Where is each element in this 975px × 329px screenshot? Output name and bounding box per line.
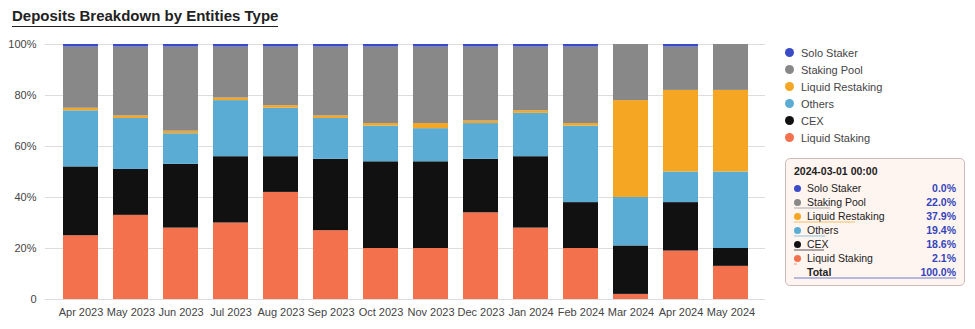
html-text:Liquid Restaking: Liquid Restaking <box>807 210 885 222</box>
svg-text:Apr 2023: Apr 2023 <box>59 306 104 318</box>
svg-text:Nov 2023: Nov 2023 <box>407 306 454 318</box>
html-text:22.0%: 22.0% <box>926 196 956 208</box>
svg-text:20%: 20% <box>14 242 36 254</box>
svg-text:100%: 100% <box>8 38 36 50</box>
svg-text:Sep 2023: Sep 2023 <box>307 306 354 318</box>
html-text:18.6%: 18.6% <box>926 238 956 250</box>
svg-text:Oct 2023: Oct 2023 <box>359 306 404 318</box>
svg-text:Jan 2024: Jan 2024 <box>508 306 553 318</box>
html-text:CEX: CEX <box>801 114 824 127</box>
html-text:Solo Staker: Solo Staker <box>801 46 858 59</box>
html-text:2024-03-01 00:00: 2024-03-01 00:00 <box>794 165 878 177</box>
html-text:37.9%: 37.9% <box>926 210 956 222</box>
html-text:Liquid Staking: Liquid Staking <box>801 131 871 144</box>
svg-text:0: 0 <box>30 293 36 305</box>
html-text:CEX: CEX <box>807 238 829 250</box>
html-text:100.0%: 100.0% <box>920 266 956 278</box>
html-text:Liquid Restaking: Liquid Restaking <box>801 80 883 93</box>
html-text:2.1%: 2.1% <box>932 252 956 264</box>
svg-text:Mar 2024: Mar 2024 <box>608 306 654 318</box>
html-text:Others: Others <box>807 224 839 236</box>
svg-text:May 2024: May 2024 <box>707 306 755 318</box>
html-text:0.0%: 0.0% <box>932 182 956 194</box>
html-text:Staking Pool: Staking Pool <box>801 63 863 76</box>
html-text:Liquid Staking: Liquid Staking <box>807 252 873 264</box>
html-text:Deposits Breakdown by Entities: Deposits Breakdown by Entities Type <box>12 7 279 24</box>
svg-text:Feb 2024: Feb 2024 <box>558 306 604 318</box>
html-text:Staking Pool: Staking Pool <box>807 196 866 208</box>
html-text:Solo Staker: Solo Staker <box>807 182 862 194</box>
svg-text:Apr 2024: Apr 2024 <box>659 306 704 318</box>
svg-text:Jul 2023: Jul 2023 <box>210 306 252 318</box>
svg-text:Jun 2023: Jun 2023 <box>158 306 203 318</box>
svg-text:80%: 80% <box>14 89 36 101</box>
svg-text:Aug 2023: Aug 2023 <box>257 306 304 318</box>
html-text:Total: Total <box>807 266 832 278</box>
svg-text:Dec 2023: Dec 2023 <box>457 306 504 318</box>
html-text:Others: Others <box>801 97 834 110</box>
svg-text:60%: 60% <box>14 140 36 152</box>
svg-text:May 2023: May 2023 <box>107 306 155 318</box>
svg-text:40%: 40% <box>14 191 36 203</box>
html-text:19.4%: 19.4% <box>926 224 956 236</box>
